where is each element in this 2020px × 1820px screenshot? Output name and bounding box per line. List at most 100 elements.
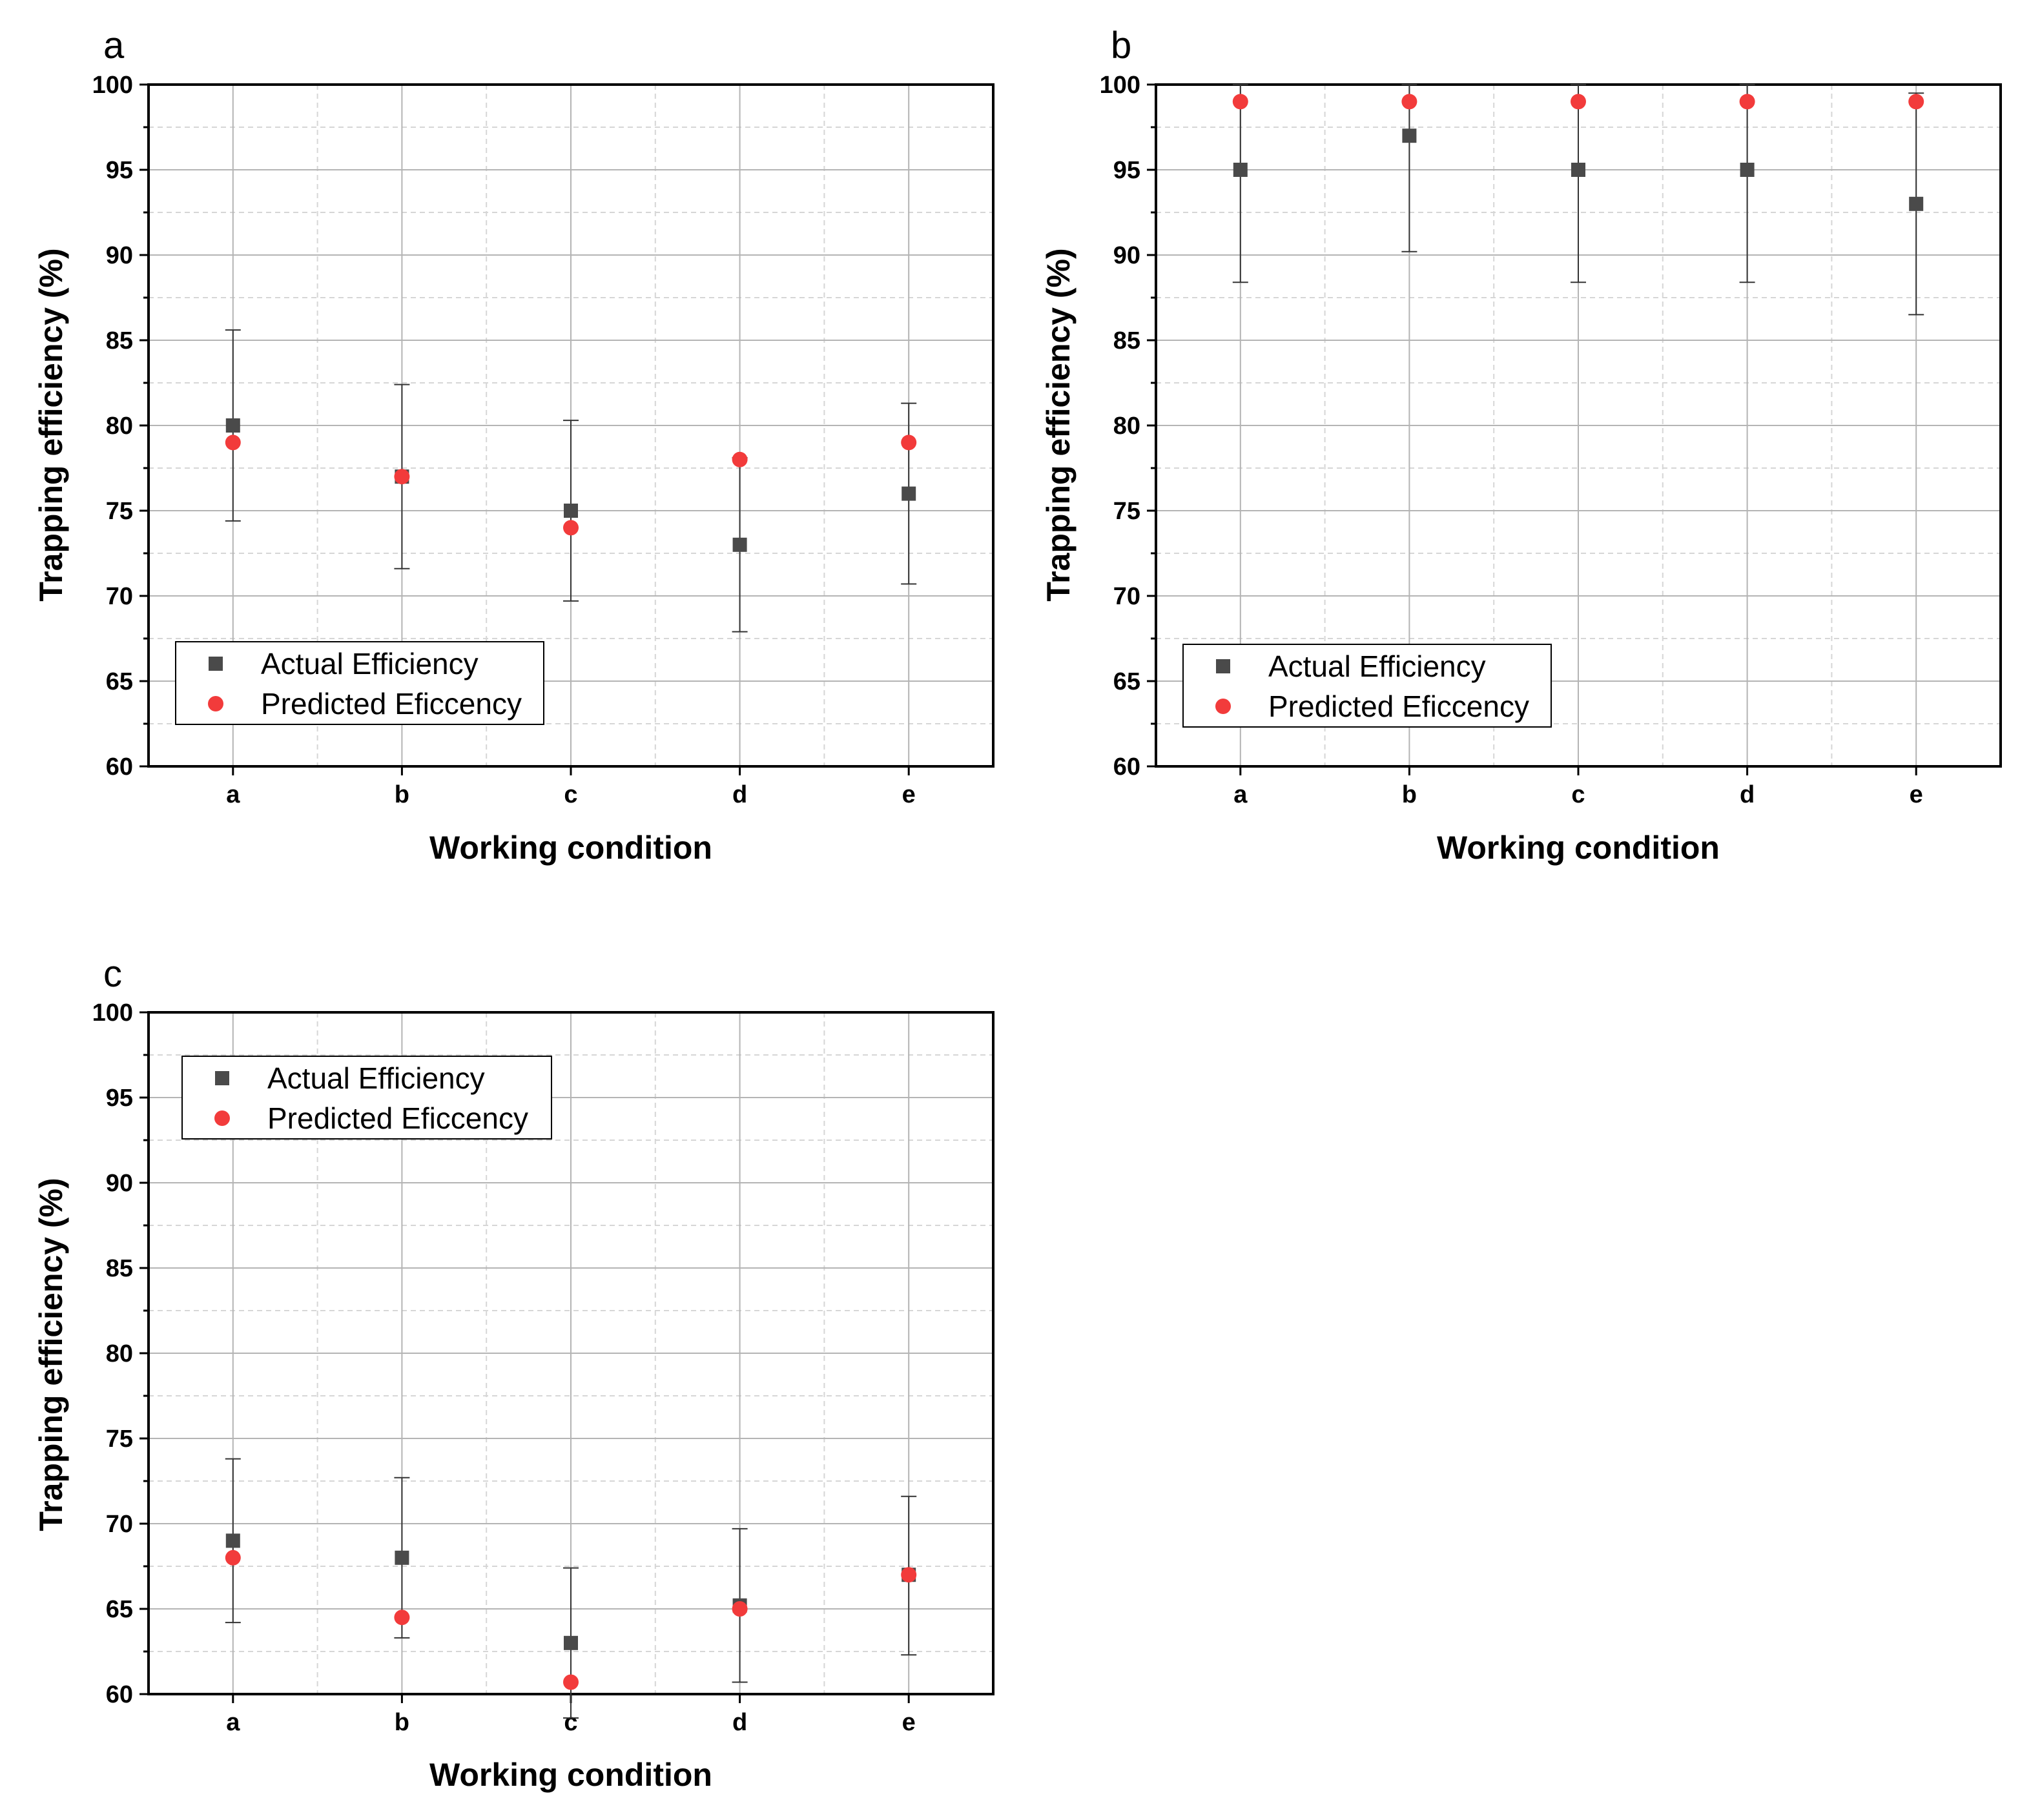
actual-point bbox=[1571, 163, 1585, 177]
x-tick-label: c bbox=[564, 1709, 577, 1736]
y-tick-label: 75 bbox=[106, 498, 133, 525]
predicted-point bbox=[563, 520, 579, 536]
actual-point bbox=[395, 1550, 409, 1565]
panel-b: b 60 65 70 75 80 85 90 95 100 a b c d e Working condi… bbox=[1040, 25, 2002, 866]
predicted-point bbox=[394, 469, 410, 485]
panel-letter: b bbox=[1111, 25, 1131, 66]
x-tick-label: e bbox=[902, 781, 916, 808]
predicted-point bbox=[394, 1610, 410, 1626]
x-axis-title: Working condition bbox=[1437, 830, 1720, 866]
y-tick-label: 65 bbox=[1113, 668, 1140, 695]
legend-marker-actual bbox=[215, 1071, 229, 1085]
y-tick-label: 65 bbox=[106, 1596, 133, 1623]
y-tick-label: 95 bbox=[1113, 157, 1140, 184]
actual-point bbox=[902, 486, 916, 501]
plot-frame bbox=[147, 83, 995, 768]
legend: Actual Efficiency Predicted Eficcency bbox=[175, 641, 544, 725]
legend-marker-predicted bbox=[214, 1110, 230, 1126]
y-tick-label: 100 bbox=[92, 72, 133, 99]
plot-area: 60 65 70 75 80 85 90 95 100 a b c d e bbox=[1100, 72, 2002, 808]
y-tick-label: 70 bbox=[106, 1511, 133, 1538]
legend-marker-predicted bbox=[208, 696, 223, 711]
x-tick-label: b bbox=[395, 1709, 409, 1736]
y-tick-label: 60 bbox=[106, 1681, 133, 1708]
y-tick-label: 80 bbox=[1113, 413, 1140, 440]
x-tick-label: c bbox=[1571, 781, 1585, 808]
x-tick-label: b bbox=[1402, 781, 1417, 808]
x-tick-label: c bbox=[564, 781, 577, 808]
predicted-point bbox=[732, 451, 748, 467]
x-tick-label: d bbox=[732, 781, 747, 808]
y-tick-label: 90 bbox=[1113, 242, 1140, 269]
y-tick-label: 95 bbox=[106, 157, 133, 184]
y-tick-label: 70 bbox=[1113, 583, 1140, 610]
y-tick-label: 65 bbox=[106, 668, 133, 695]
actual-point bbox=[1402, 128, 1417, 143]
x-tick-label: b bbox=[395, 781, 409, 808]
actual-point bbox=[1233, 163, 1248, 177]
actual-point bbox=[732, 537, 747, 552]
y-tick-label: 80 bbox=[106, 1340, 133, 1367]
legend-marker-actual bbox=[1216, 659, 1230, 673]
y-tick-label: 90 bbox=[106, 242, 133, 269]
legend-label-predicted: Predicted Eficcency bbox=[267, 1101, 528, 1135]
predicted-point bbox=[225, 1549, 241, 1566]
y-axis-title: Trapping efficiency (%) bbox=[1040, 248, 1077, 601]
predicted-point bbox=[1739, 94, 1755, 110]
y-tick-label: 75 bbox=[106, 1426, 133, 1453]
y-tick-label: 85 bbox=[106, 327, 133, 354]
y-tick-label: 100 bbox=[92, 999, 133, 1027]
actual-point bbox=[1909, 196, 1924, 211]
y-axis-title: Trapping efficiency (%) bbox=[33, 1178, 69, 1531]
actual-point bbox=[225, 1533, 240, 1548]
legend-marker-actual bbox=[209, 657, 223, 671]
x-tick-label: d bbox=[1740, 781, 1755, 808]
predicted-point bbox=[1908, 94, 1924, 110]
actual-point bbox=[564, 1635, 578, 1650]
legend-label-actual: Actual Efficiency bbox=[267, 1061, 485, 1095]
predicted-point bbox=[1571, 94, 1586, 110]
legend-box bbox=[181, 1056, 552, 1140]
legend: Actual Efficiency Predicted Eficcency bbox=[1182, 644, 1552, 728]
predicted-point bbox=[1401, 94, 1417, 110]
x-axis-title: Working condition bbox=[429, 830, 712, 866]
y-tick-label: 60 bbox=[106, 753, 133, 781]
x-tick-label: e bbox=[1910, 781, 1923, 808]
y-tick-label: 80 bbox=[106, 413, 133, 440]
y-tick-label: 85 bbox=[106, 1255, 133, 1282]
y-tick-label: 60 bbox=[1113, 753, 1140, 781]
actual-point bbox=[225, 418, 240, 433]
legend-label-actual: Actual Efficiency bbox=[1268, 649, 1486, 683]
y-tick-label: 90 bbox=[106, 1170, 133, 1197]
x-tick-label: a bbox=[226, 1709, 240, 1736]
legend-label-predicted: Predicted Eficcency bbox=[1268, 690, 1529, 723]
x-tick-label: e bbox=[902, 1709, 916, 1736]
legend-box bbox=[1182, 644, 1552, 728]
y-tick-label: 100 bbox=[1100, 72, 1140, 99]
y-tick-label: 70 bbox=[106, 583, 133, 610]
legend-box bbox=[175, 641, 544, 725]
predicted-point bbox=[563, 1674, 579, 1690]
predicted-point bbox=[901, 435, 917, 451]
legend: Actual Efficiency Predicted Eficcency bbox=[181, 1056, 552, 1140]
x-tick-label: a bbox=[1233, 781, 1248, 808]
panel-letter: c bbox=[103, 953, 122, 995]
panel-letter: a bbox=[103, 25, 125, 66]
y-tick-label: 85 bbox=[1113, 327, 1140, 354]
legend-label-predicted: Predicted Eficcency bbox=[261, 687, 522, 721]
panel-a: a 60 65 70 75 80 85 90 95 100 a b c d e Working condi… bbox=[33, 25, 995, 866]
y-tick-label: 95 bbox=[106, 1085, 133, 1112]
actual-point bbox=[564, 504, 578, 518]
y-axis-title: Trapping efficiency (%) bbox=[33, 248, 69, 601]
x-tick-label: a bbox=[226, 781, 240, 808]
predicted-point bbox=[1232, 94, 1248, 110]
legend-marker-predicted bbox=[1215, 699, 1231, 714]
x-tick-label: d bbox=[732, 1709, 747, 1736]
predicted-point bbox=[901, 1567, 917, 1583]
x-axis-title: Working condition bbox=[429, 1757, 712, 1793]
y-tick-label: 75 bbox=[1113, 498, 1140, 525]
predicted-point bbox=[732, 1601, 748, 1617]
legend-label-actual: Actual Efficiency bbox=[261, 647, 479, 680]
predicted-point bbox=[225, 435, 241, 451]
